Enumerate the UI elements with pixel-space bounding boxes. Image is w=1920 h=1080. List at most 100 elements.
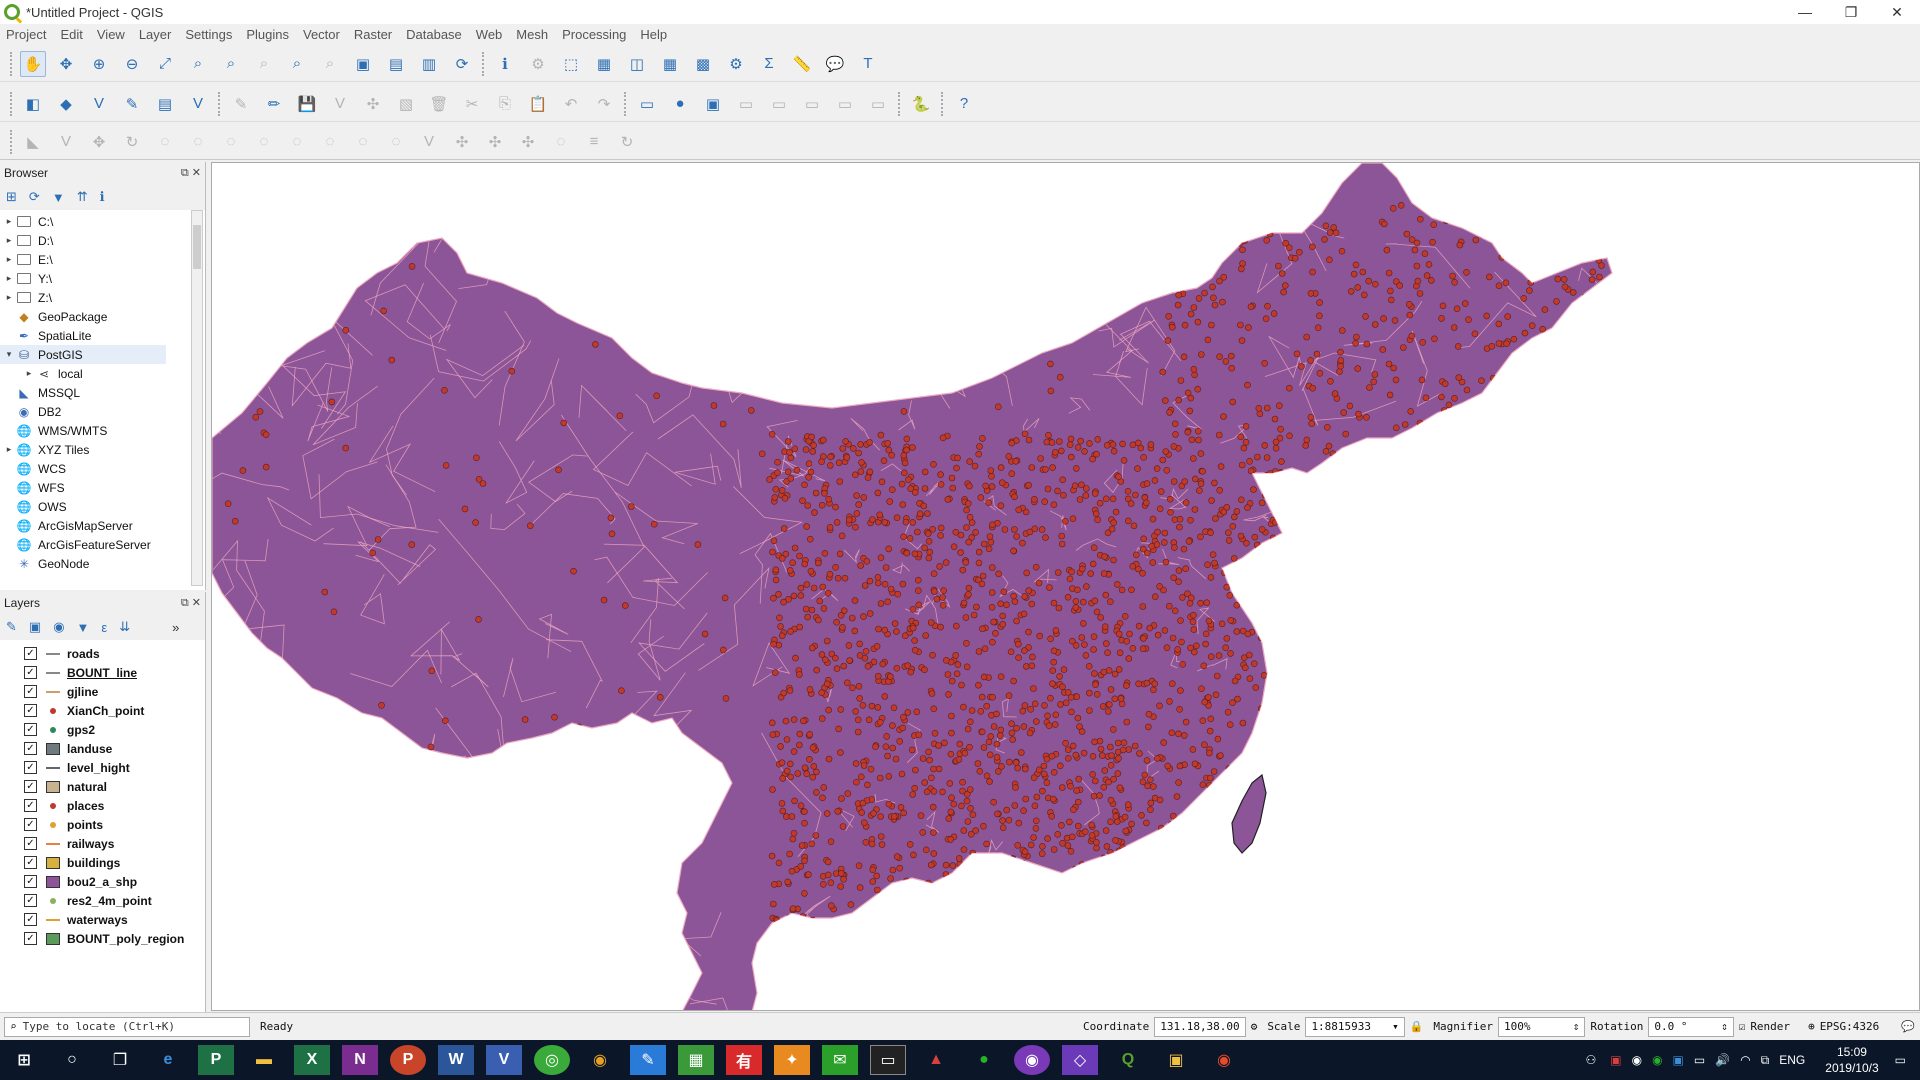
render-checkbox[interactable]: ☑ [1738, 1020, 1746, 1033]
map-canvas[interactable] [211, 162, 1920, 1011]
menu-mesh[interactable]: Mesh [516, 26, 549, 42]
volume-icon[interactable]: 🔊 [1715, 1053, 1731, 1067]
layer-visibility-checkbox[interactable]: ✓ [24, 799, 37, 812]
layer-item[interactable]: ✓ natural [0, 777, 205, 796]
menu-web[interactable]: Web [475, 26, 503, 42]
filter-icon[interactable]: ▼ [51, 189, 65, 205]
arcgis-icon[interactable]: ▲ [928, 1051, 944, 1068]
layer-visibility-checkbox[interactable]: ✓ [24, 894, 37, 907]
menu-database[interactable]: Database [406, 26, 462, 42]
select-by-value-icon[interactable]: ▦ [596, 55, 612, 73]
browser-item[interactable]: ✒ SpatiaLite [0, 326, 205, 345]
tray-app-icon[interactable]: ▣ [1672, 1053, 1684, 1067]
chrome-icon[interactable]: ◉ [593, 1052, 607, 1069]
panel-float-close-icon[interactable]: ⧉ ✕ [180, 167, 201, 179]
menu-vector[interactable]: Vector [302, 26, 340, 42]
rotate-feature-icon[interactable]: ↻ [125, 133, 139, 151]
delete-selected-icon[interactable]: 🗑 [429, 95, 449, 113]
panel-float-close-icon[interactable]: ⧉ ✕ [180, 597, 201, 609]
zoom-out-icon[interactable]: ⊖ [125, 55, 139, 73]
add-layers-icon[interactable]: ⊞ [6, 189, 17, 204]
crs-button[interactable]: EPSG:4326 [1819, 1020, 1880, 1033]
offset-curve-icon[interactable]: ◌ [391, 133, 401, 150]
new-bookmark-icon[interactable]: ▣ [355, 55, 371, 73]
filter-expression-icon[interactable]: ε [101, 619, 108, 635]
zoom-layer-icon[interactable]: ⌕ [226, 55, 236, 72]
offset-point-symbols-icon[interactable]: ≡ [589, 133, 599, 150]
spreadsheet-app-icon[interactable]: ▦ [678, 1045, 714, 1075]
expand-arrow-icon[interactable]: ▸ [6, 254, 12, 264]
properties-icon[interactable]: ℹ [99, 189, 105, 204]
browser-item[interactable]: ◣ MSSQL [0, 383, 205, 402]
tray-app-icon[interactable]: ◉ [1631, 1053, 1643, 1067]
wechat-icon[interactable]: ● [979, 1051, 989, 1068]
layer-visibility-checkbox[interactable]: ✓ [24, 666, 37, 679]
visio-icon[interactable]: V [486, 1045, 522, 1075]
modify-attributes-icon[interactable]: ▧ [398, 95, 414, 113]
browser-item[interactable]: ▸ 🌐 XYZ Tiles [0, 440, 205, 459]
layer-visibility-checkbox[interactable]: ✓ [24, 837, 37, 850]
add-feature-icon[interactable]: V [334, 95, 345, 112]
dictionary-icon[interactable]: 有 [726, 1045, 762, 1075]
layer-visibility-checkbox[interactable]: ✓ [24, 913, 37, 926]
change-label-icon[interactable]: ▭ [837, 95, 853, 113]
toolbox-icon[interactable]: ⚙ [729, 55, 743, 73]
media-app-icon[interactable]: ◉ [1014, 1045, 1050, 1075]
image-app-icon[interactable]: ✦ [774, 1045, 810, 1075]
layer-item[interactable]: ✓ BOUNT_line [0, 663, 205, 682]
zoom-native-icon[interactable]: ⌕ [259, 55, 269, 72]
edge-icon[interactable]: e [163, 1051, 173, 1068]
menu-processing[interactable]: Processing [562, 26, 627, 42]
layer-visibility-checkbox[interactable]: ✓ [24, 932, 37, 945]
rotate-point-symbols-icon[interactable]: ◌ [556, 133, 566, 150]
wifi-icon[interactable]: ◠ [1740, 1053, 1751, 1067]
show-bookmarks-icon[interactable]: ▤ [388, 55, 404, 73]
people-icon[interactable]: ⚇ [1585, 1053, 1597, 1067]
pin-labels-icon[interactable]: ▣ [705, 95, 721, 113]
menu-view[interactable]: View [96, 26, 125, 42]
layer-visibility-checkbox[interactable]: ✓ [24, 875, 37, 888]
layer-item[interactable]: ✓ waterways [0, 910, 205, 929]
digitize-shape-icon[interactable]: ◣ [27, 133, 39, 151]
python-icon[interactable]: ▣ [1168, 1052, 1184, 1069]
minimize-button[interactable]: — [1798, 4, 1812, 20]
menu-settings[interactable]: Settings [185, 26, 233, 42]
browser-item[interactable]: ▸ D:\ [0, 231, 205, 250]
field-calculator-icon[interactable]: ▩ [695, 55, 711, 73]
pan-to-selection-icon[interactable]: ✥ [59, 55, 73, 73]
zoom-last-icon[interactable]: ⌕ [292, 55, 302, 72]
file-explorer-icon[interactable]: ▬ [256, 1051, 272, 1068]
toggle-editing-icon[interactable]: ✏ [267, 95, 281, 113]
browser-item[interactable]: 🌐 WCS [0, 459, 205, 478]
collapse-all-icon[interactable]: ⇈ [76, 189, 88, 204]
search-icon[interactable]: ○ [67, 1051, 77, 1068]
menu-project[interactable]: Project [6, 26, 47, 42]
menu-plugins[interactable]: Plugins [246, 26, 289, 42]
delete-part-icon[interactable]: ◌ [325, 133, 335, 150]
action-center-icon[interactable]: ▭ [1894, 1053, 1906, 1067]
scale-combo[interactable]: 1:8815933 ▾ [1305, 1016, 1405, 1037]
new-temp-layer-icon[interactable]: ▤ [157, 95, 173, 113]
browser-item[interactable]: ▸ C:\ [0, 212, 205, 231]
help-icon[interactable]: ? [959, 95, 969, 112]
merge-attributes-icon[interactable]: ✣ [521, 133, 535, 151]
browser-item[interactable]: 🌐 ArcGisMapServer [0, 516, 205, 535]
text-annotation-icon[interactable]: T [863, 55, 873, 72]
visual-studio-icon[interactable]: ◇ [1062, 1045, 1098, 1075]
layer-item[interactable]: ✓ roads [0, 644, 205, 663]
move-feature-icon[interactable]: ✥ [92, 133, 106, 151]
style-icon[interactable]: ✎ [6, 619, 17, 634]
new-shapefile-icon[interactable]: V [93, 95, 104, 112]
layer-item[interactable]: ✓ gps2 [0, 720, 205, 739]
layer-visibility-checkbox[interactable]: ✓ [24, 780, 37, 793]
simplify-icon[interactable]: ◌ [160, 133, 170, 150]
layer-item[interactable]: ✓ bou2_a_shp [0, 872, 205, 891]
refresh-icon[interactable]: ⟳ [28, 189, 40, 204]
save-edits-icon[interactable]: 💾 [297, 95, 317, 113]
tray-app-icon[interactable]: ▣ [1610, 1053, 1622, 1067]
select-features-icon[interactable]: ⬚ [563, 55, 579, 73]
locator-search-input[interactable]: ⌕ Type to locate (Ctrl+K) [4, 1016, 250, 1037]
layer-visibility-checkbox[interactable]: ✓ [24, 742, 37, 755]
browser-item[interactable]: 🌐 WFS [0, 478, 205, 497]
current-edits-icon[interactable]: ✎ [234, 95, 248, 113]
